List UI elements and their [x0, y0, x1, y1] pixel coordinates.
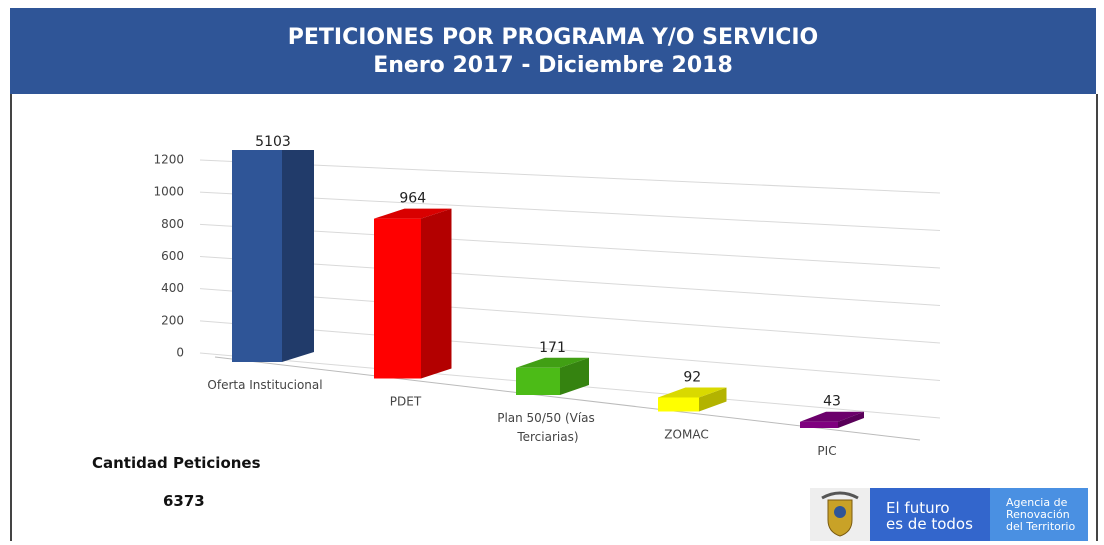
chart-subtitle: Enero 2017 - Diciembre 2018 — [373, 53, 733, 78]
y-tick-label: 1200 — [153, 153, 184, 167]
frame — [10, 94, 1098, 541]
grid-line — [199, 159, 941, 194]
bar — [800, 421, 838, 428]
bar-top — [516, 357, 589, 368]
slogan-line: El futuro — [886, 499, 950, 517]
y-tick-label: 0 — [176, 346, 184, 360]
bar — [658, 397, 699, 412]
value-label: 5103 — [255, 134, 291, 150]
bar-side — [282, 150, 314, 362]
y-tick-label: 600 — [161, 249, 184, 263]
value-label: 43 — [823, 394, 841, 410]
bar-side — [421, 208, 452, 379]
value-label: 171 — [539, 340, 566, 356]
bar-top — [800, 411, 864, 422]
bar-side — [560, 357, 589, 395]
agency: Agencia de Renovación del Territorio — [990, 488, 1088, 541]
x-tick-label: PDET — [390, 395, 422, 409]
bars — [232, 150, 864, 428]
grid-line — [199, 256, 941, 306]
value-label: 92 — [683, 369, 701, 385]
bar — [232, 150, 282, 362]
shield-icon — [810, 488, 870, 541]
chart-title: PETICIONES POR PROGRAMA Y/O SERVICIO — [287, 25, 819, 50]
bar — [516, 367, 560, 395]
logo: El futuro es de todos Agencia de Renovac… — [810, 488, 1088, 541]
x-tick-label: ZOMAC — [664, 428, 708, 442]
x-tick-label: Plan 50/50 (Vías Terciarias) — [497, 411, 595, 444]
slogan: El futuro es de todos — [870, 488, 990, 541]
y-tick-label: 200 — [161, 313, 184, 327]
summary-label: Cantidad Peticiones — [92, 454, 261, 472]
grid-line — [199, 288, 941, 344]
title-band: PETICIONES POR PROGRAMA Y/O SERVICIO Ene… — [10, 8, 1096, 94]
agency-line: Renovación — [1006, 508, 1070, 521]
value-label: 964 — [399, 191, 426, 207]
y-tick-label: 800 — [161, 217, 184, 231]
summary-value: 6373 — [163, 492, 205, 510]
bar-top — [374, 208, 452, 219]
bar-side — [699, 387, 727, 412]
bar-top — [658, 387, 727, 398]
shield-graphic — [821, 491, 859, 537]
agency-line: del Territorio — [1006, 520, 1076, 533]
grid-line — [199, 320, 941, 381]
grid-line — [199, 223, 941, 269]
grid-line — [199, 191, 941, 231]
y-tick-label: 400 — [161, 281, 184, 295]
bar — [374, 218, 421, 379]
agency-line: Agencia de — [1006, 496, 1068, 509]
slogan-line: es de todos — [886, 515, 973, 533]
x-tick-label: PIC — [817, 444, 836, 458]
y-tick-label: 1000 — [153, 185, 184, 199]
x-tick-label: Oferta Institucional — [207, 378, 322, 392]
bar-side — [838, 411, 864, 428]
